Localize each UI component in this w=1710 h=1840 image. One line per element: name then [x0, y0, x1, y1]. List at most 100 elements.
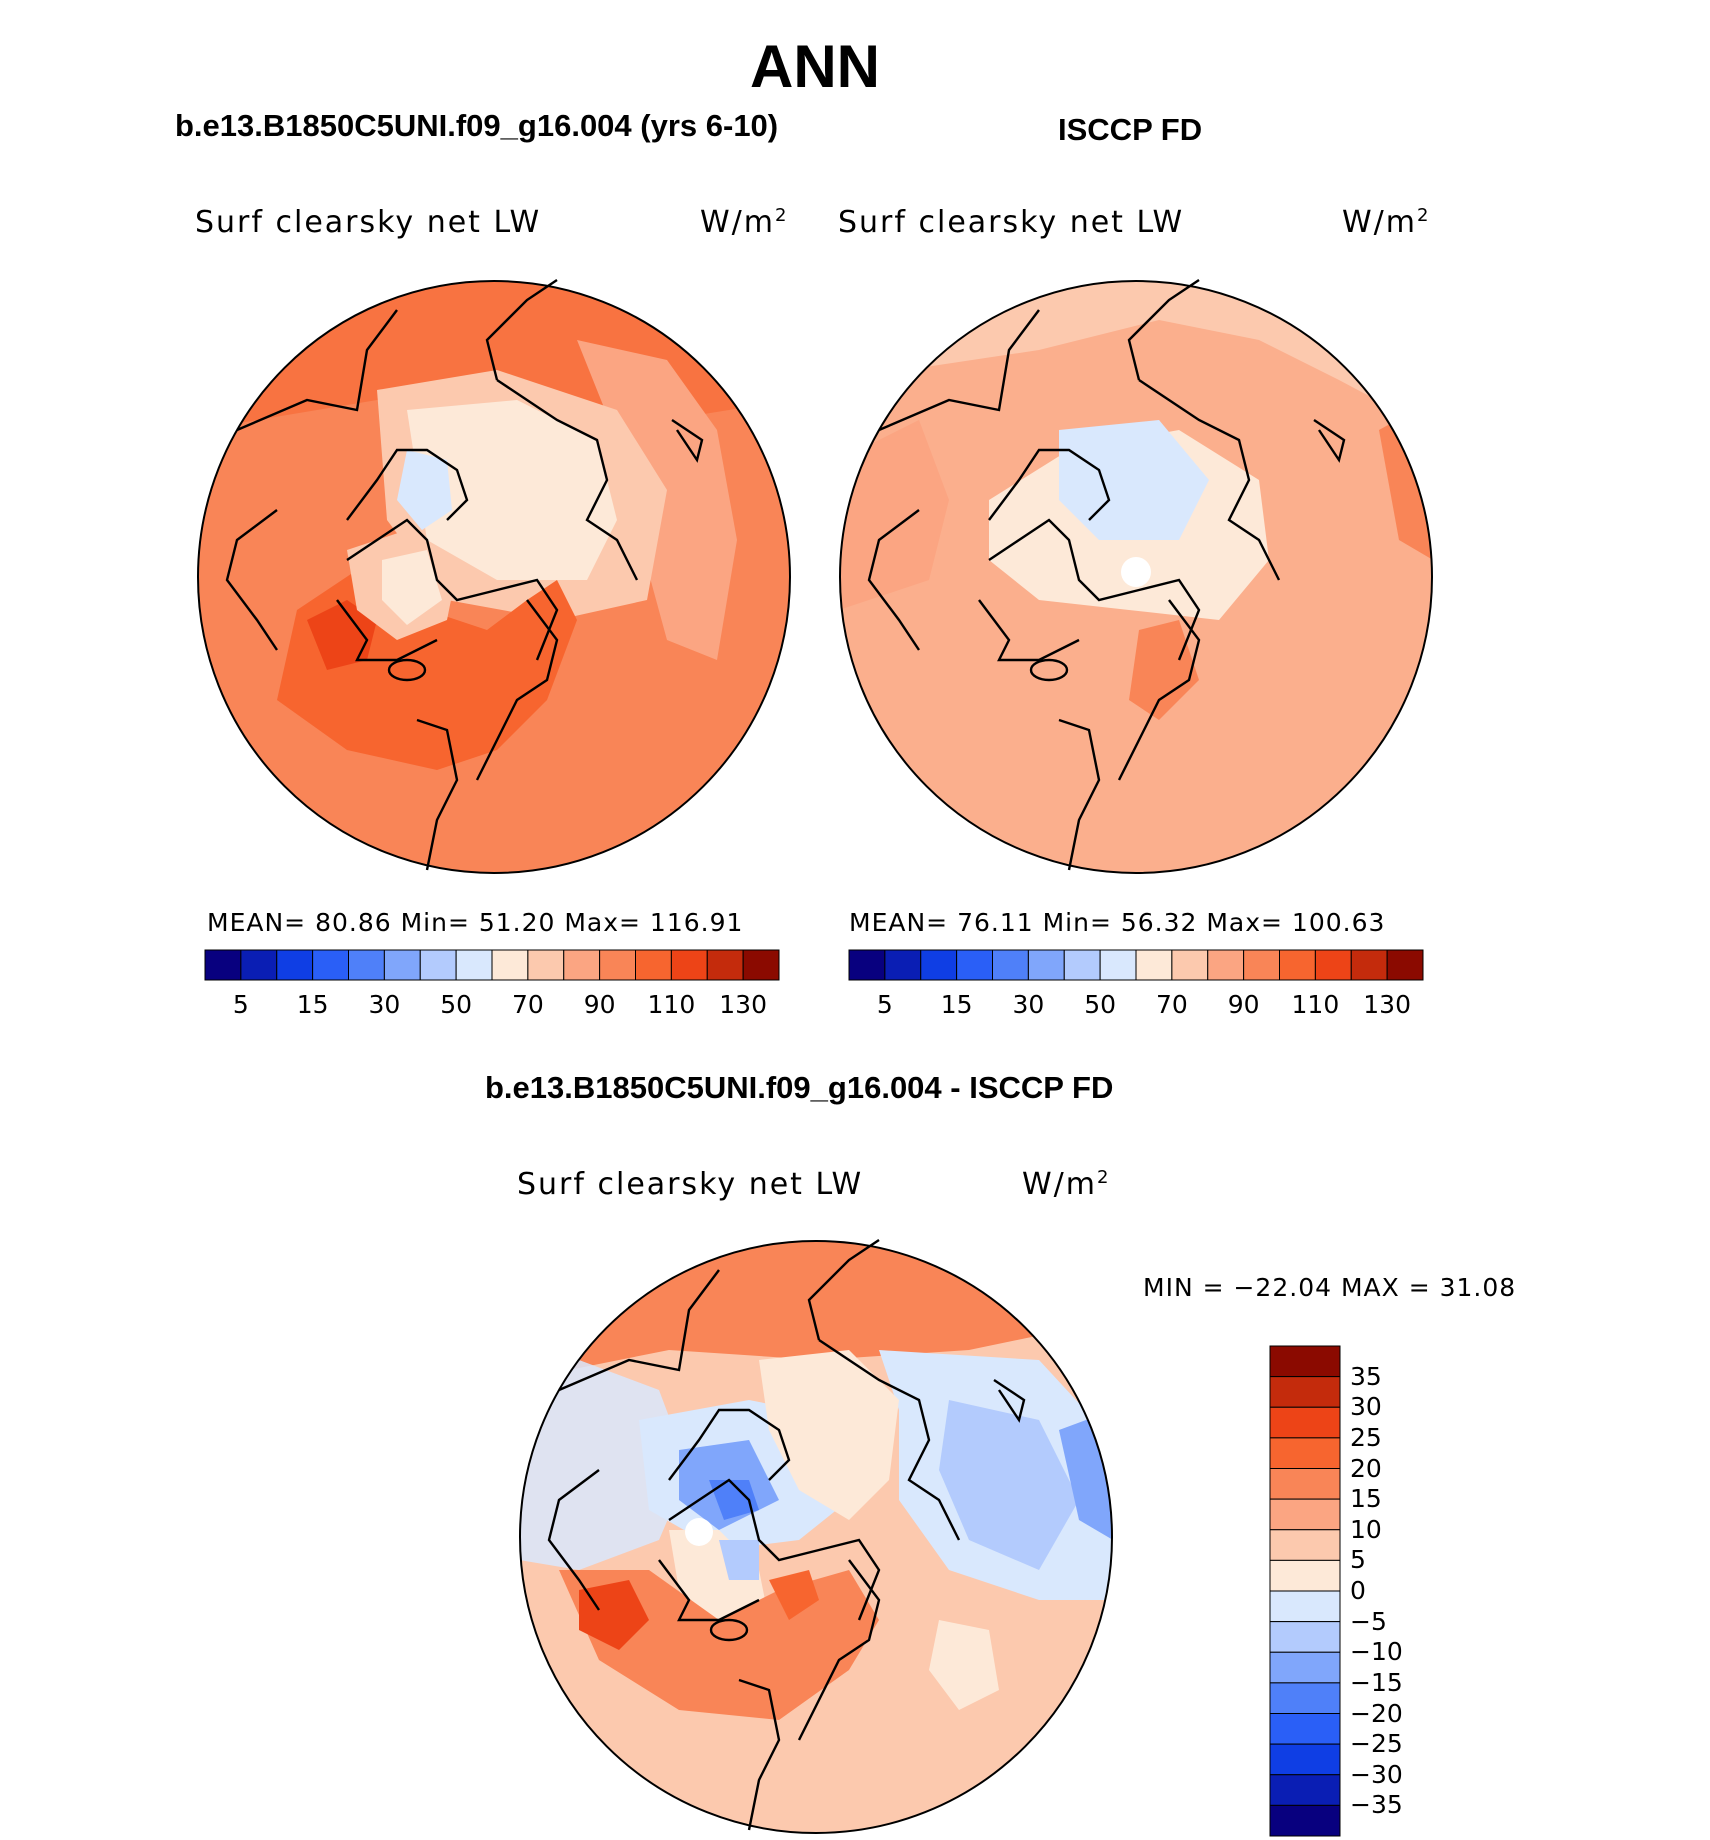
colorbar-swatch [1269, 1743, 1341, 1776]
colorbar-swatch [992, 949, 1029, 981]
colorbar-swatch [383, 949, 421, 981]
colorbar-swatch [204, 949, 242, 981]
colorbar-tick-label: −30 [1350, 1759, 1403, 1789]
colorbar-tick-label: 70 [511, 990, 544, 1019]
colorbar-swatch [419, 949, 457, 981]
colorbar-swatch [1269, 1804, 1341, 1837]
colorbar-swatch [1269, 1529, 1341, 1561]
colorbar-swatch [527, 949, 565, 981]
colorbar-swatch [348, 949, 385, 981]
colorbar-swatch [312, 949, 349, 981]
colorbar-swatch [670, 949, 708, 981]
panel-3-colorbar [1269, 1345, 1341, 1837]
colorbar-swatch [742, 949, 780, 981]
panel-1-units: W/m2 [700, 205, 789, 240]
colorbar-swatch [1063, 949, 1101, 981]
colorbar-swatch [1269, 1682, 1341, 1714]
panel-2-title: ISCCP FD [1058, 112, 1203, 147]
panel-2-variable: Surf clearsky net LW [838, 205, 1185, 240]
colorbar-swatch [491, 949, 529, 981]
colorbar-tick-label: 70 [1155, 990, 1188, 1019]
colorbar-swatch [1269, 1498, 1341, 1531]
colorbar-swatch [1269, 1376, 1341, 1408]
colorbar-tick-label: −15 [1350, 1667, 1403, 1697]
colorbar-swatch [1269, 1590, 1341, 1623]
colorbar-tick-label: 5 [232, 990, 249, 1019]
panel-3-map [519, 1239, 1113, 1834]
colorbar-tick-label: 50 [1084, 990, 1117, 1019]
panel-2-units: W/m2 [1342, 205, 1431, 240]
colorbar-tick-label: 30 [1012, 990, 1045, 1019]
colorbar-tick-label: 30 [1350, 1392, 1382, 1422]
colorbar-tick-label: −25 [1350, 1729, 1403, 1759]
colorbar-swatch [1269, 1559, 1341, 1592]
colorbar-swatch [1243, 949, 1280, 981]
colorbar-swatch [1269, 1345, 1341, 1378]
colorbar-swatch [706, 949, 744, 981]
colorbar-swatch [1279, 949, 1316, 981]
colorbar-tick-label: −10 [1350, 1637, 1403, 1667]
colorbar-tick-label: 90 [583, 990, 616, 1019]
colorbar-tick-label: 35 [1350, 1361, 1382, 1391]
panel-1-colorbar-ticks: 5 15 30 50 70 90 110 130 [205, 990, 779, 1020]
panel-3-title: b.e13.B1850C5UNI.f09_g16.004 - ISCCP FD [485, 1070, 1114, 1105]
colorbar-tick-label: −35 [1350, 1790, 1403, 1820]
colorbar-tick-label: 5 [876, 990, 893, 1019]
colorbar-swatch [1207, 949, 1245, 981]
colorbar-swatch [240, 949, 278, 981]
colorbar-swatch [1269, 1713, 1341, 1745]
colorbar-swatch [1269, 1651, 1341, 1684]
colorbar-swatch [276, 949, 314, 981]
panel-2-map [839, 279, 1433, 874]
panel-1-title: b.e13.B1850C5UNI.f09_g16.004 (yrs 6-10) [175, 108, 779, 143]
panel-3-colorbar-ticks: 35 30 25 20 15 10 5 0 −5 −10 −15 −20 −25 −30 −35 [1350, 1346, 1440, 1836]
colorbar-swatch [884, 949, 922, 981]
colorbar-tick-label: 20 [1350, 1453, 1382, 1483]
colorbar-tick-label: 130 [1363, 990, 1411, 1019]
colorbar-tick-label: 10 [1350, 1514, 1382, 1544]
colorbar-tick-label: 110 [647, 990, 696, 1019]
colorbar-tick-label: 90 [1227, 990, 1260, 1019]
colorbar-swatch [1135, 949, 1173, 981]
colorbar-swatch [1269, 1468, 1341, 1500]
colorbar-swatch [1269, 1406, 1341, 1439]
colorbar-tick-label: 110 [1291, 990, 1340, 1019]
colorbar-tick-label: 15 [1350, 1484, 1382, 1514]
panel-1-variable: Surf clearsky net LW [195, 205, 542, 240]
panel-3-units: W/m2 [1022, 1167, 1111, 1202]
colorbar-tick-label: −20 [1350, 1698, 1403, 1728]
colorbar-tick-label: 30 [368, 990, 401, 1019]
colorbar-swatch [563, 949, 601, 981]
colorbar-swatch [848, 949, 886, 981]
panel-1-colorbar [204, 949, 780, 981]
colorbar-swatch [1269, 1437, 1341, 1469]
panel-2-stats: MEAN= 76.11 Min= 56.32 Max= 100.63 [849, 908, 1386, 937]
colorbar-swatch [1027, 949, 1065, 981]
colorbar-tick-label: 0 [1350, 1576, 1366, 1605]
colorbar-swatch [455, 949, 493, 981]
colorbar-swatch [920, 949, 958, 981]
colorbar-swatch [635, 949, 672, 981]
panel-2-colorbar-ticks: 5 15 30 50 70 90 110 130 [849, 990, 1423, 1020]
panel-2-colorbar [848, 949, 1424, 981]
colorbar-tick-label: 5 [1350, 1545, 1366, 1575]
colorbar-tick-label: 15 [940, 990, 973, 1019]
panel-1-stats: MEAN= 80.86 Min= 51.20 Max= 116.91 [207, 908, 744, 937]
colorbar-tick-label: 15 [296, 990, 329, 1019]
colorbar-swatch [1171, 949, 1209, 981]
colorbar-swatch [1269, 1621, 1341, 1653]
panel-1-map [197, 279, 791, 874]
colorbar-swatch [1386, 949, 1424, 981]
colorbar-swatch [1269, 1774, 1341, 1806]
panel-3-variable: Surf clearsky net LW [517, 1167, 864, 1202]
colorbar-swatch [1099, 949, 1137, 981]
colorbar-swatch [1350, 949, 1388, 981]
colorbar-swatch [599, 949, 636, 981]
colorbar-tick-label: 25 [1350, 1422, 1382, 1452]
colorbar-swatch [956, 949, 993, 981]
colorbar-tick-label: −5 [1350, 1606, 1387, 1636]
main-title: ANN [750, 33, 880, 100]
colorbar-swatch [1314, 949, 1352, 981]
colorbar-tick-label: 130 [719, 990, 767, 1019]
panel-3-stats: MIN = −22.04 MAX = 31.08 [1143, 1273, 1517, 1302]
